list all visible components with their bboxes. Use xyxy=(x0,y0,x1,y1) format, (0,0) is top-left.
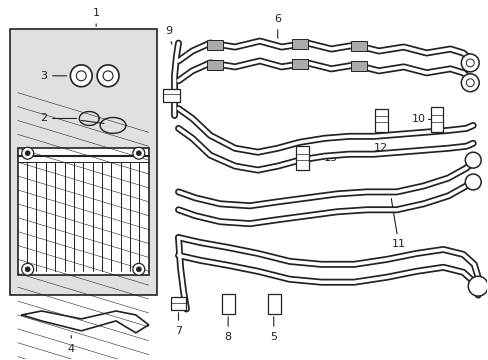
Bar xyxy=(10,29,156,295)
Bar xyxy=(295,146,309,170)
Text: 13: 13 xyxy=(312,153,338,163)
Text: 4: 4 xyxy=(68,336,75,354)
Bar xyxy=(163,89,180,102)
Circle shape xyxy=(76,71,86,81)
Bar xyxy=(429,107,443,132)
Text: 6: 6 xyxy=(274,14,281,38)
Circle shape xyxy=(25,267,30,272)
Circle shape xyxy=(136,151,141,156)
Circle shape xyxy=(464,152,480,168)
Text: 3: 3 xyxy=(40,71,66,81)
Bar xyxy=(207,40,223,50)
Circle shape xyxy=(103,71,113,81)
Circle shape xyxy=(136,267,141,272)
Bar xyxy=(350,61,366,71)
Bar xyxy=(222,294,235,314)
Circle shape xyxy=(468,276,487,296)
Text: 5: 5 xyxy=(270,317,277,342)
Circle shape xyxy=(70,65,92,87)
Text: 11: 11 xyxy=(390,199,405,249)
Circle shape xyxy=(464,174,480,190)
Circle shape xyxy=(97,65,119,87)
Text: 12: 12 xyxy=(373,135,387,153)
Bar xyxy=(291,39,307,49)
Bar xyxy=(291,59,307,69)
Text: 10: 10 xyxy=(411,114,429,125)
Text: 1: 1 xyxy=(92,8,100,26)
Text: 9: 9 xyxy=(164,26,172,44)
Bar xyxy=(170,297,186,310)
Circle shape xyxy=(133,147,144,159)
Bar xyxy=(374,109,387,132)
Circle shape xyxy=(25,151,30,156)
Text: 2: 2 xyxy=(40,113,76,123)
Bar xyxy=(350,41,366,51)
Bar xyxy=(207,60,223,70)
Circle shape xyxy=(21,264,34,275)
Text: 8: 8 xyxy=(224,317,231,342)
Circle shape xyxy=(21,147,34,159)
Circle shape xyxy=(133,264,144,275)
Bar xyxy=(267,294,280,314)
Circle shape xyxy=(460,54,478,72)
Bar xyxy=(18,148,148,275)
Circle shape xyxy=(460,74,478,92)
Text: 7: 7 xyxy=(175,313,182,336)
